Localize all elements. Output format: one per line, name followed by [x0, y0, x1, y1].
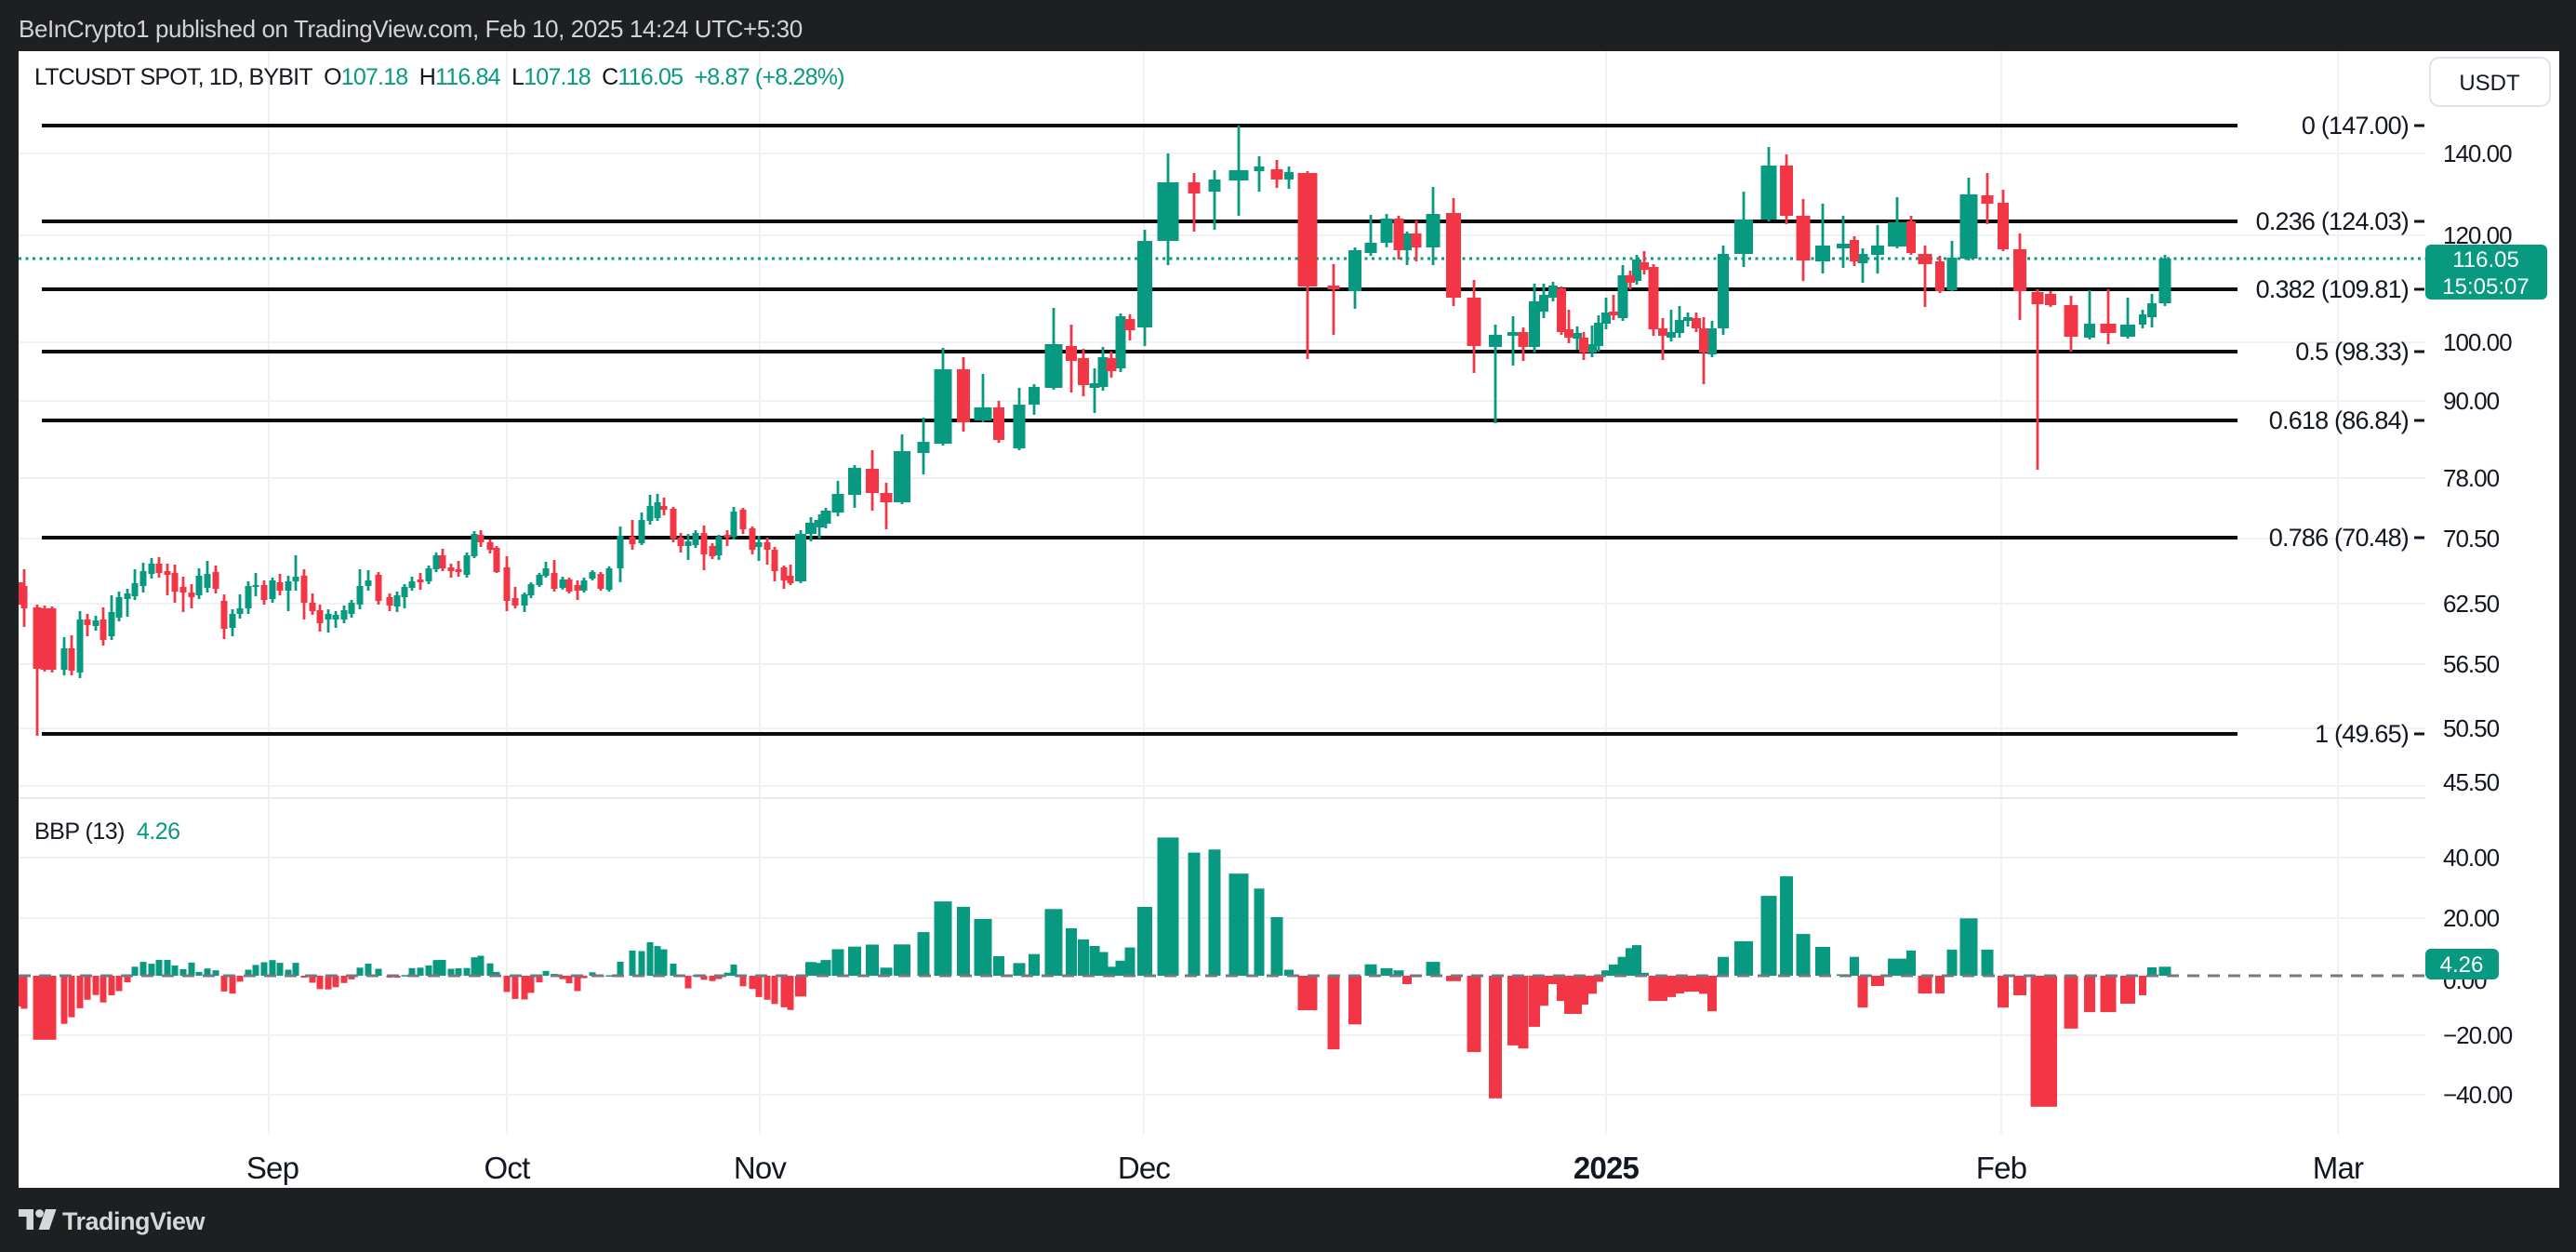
- svg-text:USDT: USDT: [2459, 71, 2520, 96]
- svg-text:90.00: 90.00: [2443, 387, 2500, 415]
- svg-text:Feb: Feb: [1976, 1151, 2026, 1185]
- svg-text:Sep: Sep: [246, 1151, 299, 1185]
- svg-text:Dec: Dec: [1118, 1151, 1171, 1185]
- svg-text:45.50: 45.50: [2443, 768, 2500, 796]
- svg-text:50.50: 50.50: [2443, 714, 2500, 742]
- svg-text:Nov: Nov: [734, 1151, 788, 1185]
- svg-text:56.50: 56.50: [2443, 650, 2500, 678]
- svg-text:70.50: 70.50: [2443, 525, 2500, 553]
- svg-text:2025: 2025: [1573, 1151, 1640, 1185]
- svg-text:40.00: 40.00: [2443, 844, 2500, 872]
- svg-text:0.5 (98.33): 0.5 (98.33): [2295, 338, 2409, 366]
- svg-text:62.50: 62.50: [2443, 590, 2500, 618]
- svg-text:0.786 (70.48): 0.786 (70.48): [2269, 524, 2409, 552]
- svg-text:−40.00: −40.00: [2443, 1081, 2513, 1109]
- svg-text:140.00: 140.00: [2443, 140, 2512, 167]
- svg-text:TradingView: TradingView: [62, 1207, 206, 1235]
- svg-text:0.236 (124.03): 0.236 (124.03): [2256, 207, 2409, 235]
- svg-text:78.00: 78.00: [2443, 464, 2500, 492]
- svg-text:15:05:07: 15:05:07: [2442, 274, 2529, 300]
- svg-text:Oct: Oct: [485, 1151, 531, 1185]
- svg-text:0.618 (86.84): 0.618 (86.84): [2269, 406, 2409, 434]
- svg-text:0.382 (109.81): 0.382 (109.81): [2256, 275, 2409, 303]
- svg-text:1 (49.65): 1 (49.65): [2315, 720, 2409, 748]
- svg-text:116.05: 116.05: [2452, 247, 2519, 273]
- svg-text:100.00: 100.00: [2443, 328, 2512, 356]
- svg-text:Mar: Mar: [2313, 1151, 2364, 1185]
- svg-text:BBP (13) 4.26: BBP (13) 4.26: [34, 819, 180, 845]
- svg-text:LTCUSDT SPOT, 1D, BYBIT O107.: LTCUSDT SPOT, 1D, BYBIT O107.18 H116.84 …: [34, 64, 844, 90]
- svg-text:BeInCrypto1 published on Tradi: BeInCrypto1 published on TradingView.com…: [19, 15, 803, 43]
- svg-text:20.00: 20.00: [2443, 904, 2500, 932]
- svg-text:4.26: 4.26: [2440, 952, 2484, 978]
- svg-text:−20.00: −20.00: [2443, 1021, 2513, 1049]
- svg-text:0 (147.00): 0 (147.00): [2302, 112, 2409, 140]
